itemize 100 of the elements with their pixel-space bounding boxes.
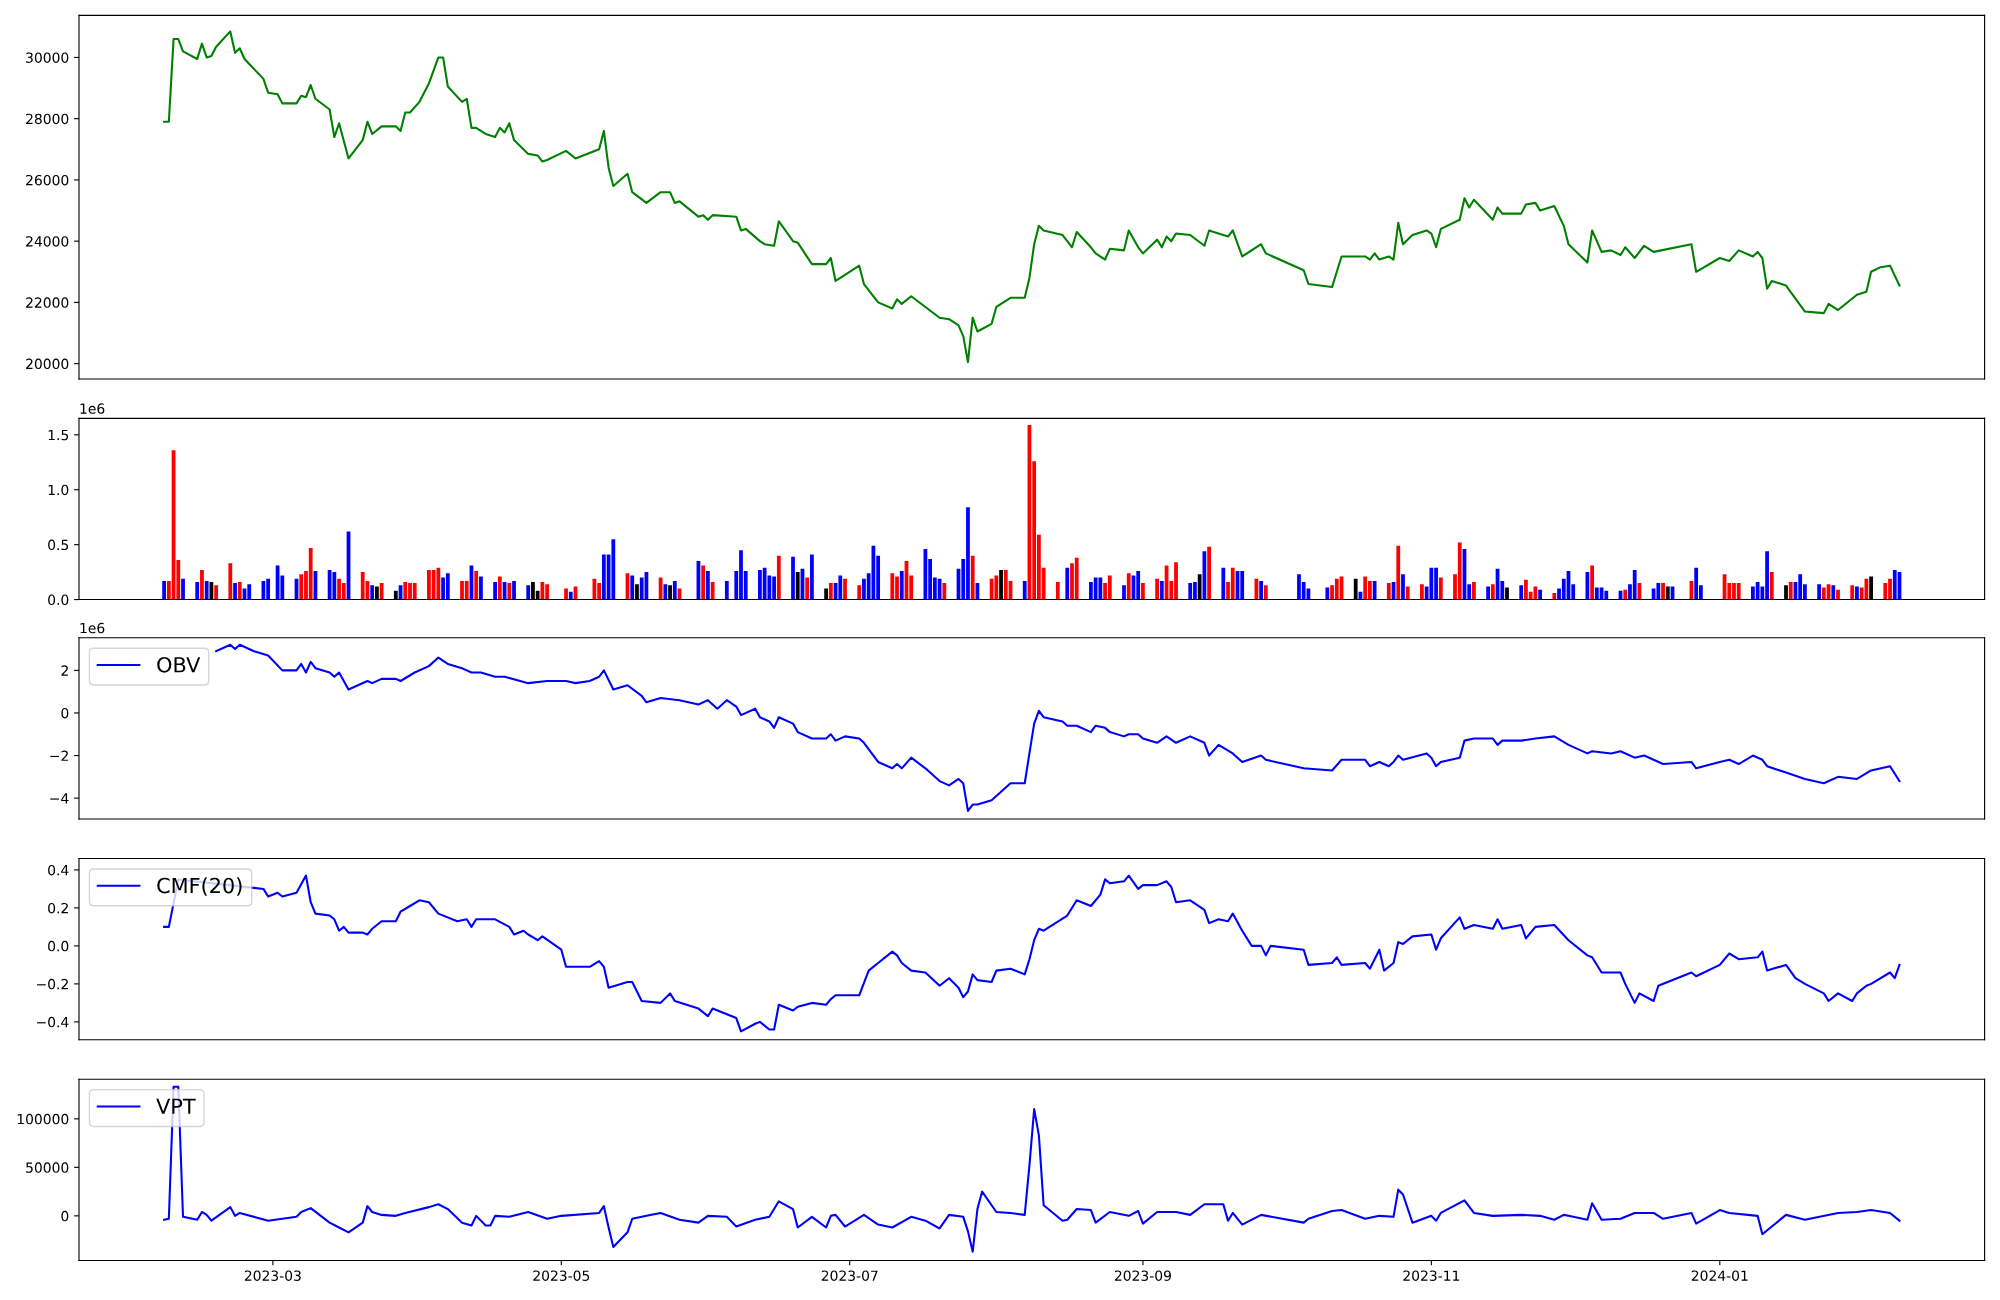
y-tick-label: 1.5: [48, 429, 69, 441]
bar: [1538, 589, 1543, 600]
line-series: [163, 30, 1901, 364]
bar: [1401, 574, 1405, 600]
bar: [828, 583, 833, 600]
bar: [1632, 569, 1637, 600]
bar: [568, 591, 573, 600]
bar: [1098, 577, 1103, 600]
bar: [341, 583, 346, 600]
bar: [1883, 583, 1888, 600]
bar: [564, 588, 568, 600]
text: 1e6: [80, 403, 105, 414]
line-series: [215, 643, 1901, 812]
bar: [464, 580, 469, 600]
bar: [601, 554, 606, 600]
bar: [1438, 577, 1443, 600]
y-tick-label: 100000: [17, 1113, 69, 1125]
bar: [332, 572, 337, 600]
bar: [762, 567, 767, 600]
bar: [611, 539, 616, 600]
bar: [672, 580, 677, 600]
x-tick-label: 2023-09: [1114, 1270, 1171, 1281]
bar: [1325, 587, 1330, 600]
bar: [507, 583, 512, 600]
bar: [379, 583, 384, 600]
x-tick-label: 2023-07: [821, 1270, 878, 1281]
bar: [1817, 584, 1821, 600]
bar: [724, 580, 729, 600]
y-tick-label: 28000: [26, 113, 69, 125]
bar: [706, 571, 710, 600]
y-tick-label: 26000: [26, 174, 69, 186]
bar: [1372, 580, 1377, 600]
y-tick-label: 0: [61, 707, 69, 719]
bar: [479, 576, 483, 600]
bar: [526, 585, 531, 600]
bar: [1892, 569, 1897, 600]
bar: [512, 580, 516, 600]
bar: [181, 578, 185, 600]
bar: [1263, 585, 1268, 600]
bar: [204, 580, 209, 600]
bar: [710, 581, 715, 600]
bar: [1594, 587, 1599, 600]
bar: [266, 578, 271, 600]
y-tick-label: 0.0: [48, 940, 69, 952]
bar: [805, 577, 810, 600]
bar: [890, 573, 895, 600]
bar: [1836, 589, 1840, 600]
bar: [1831, 585, 1836, 600]
bar: [970, 555, 975, 600]
x-tick-label: 2024-01: [1691, 1270, 1748, 1281]
bar: [597, 583, 602, 600]
bar: [899, 571, 904, 600]
bar: [658, 577, 663, 600]
bar: [1055, 581, 1060, 600]
y-tick-label: 20000: [26, 358, 69, 370]
bar: [1141, 583, 1145, 600]
bar: [1486, 586, 1490, 600]
bar: [942, 583, 947, 600]
bar: [200, 569, 204, 600]
bar: [1472, 581, 1476, 600]
bar: [1420, 584, 1424, 600]
bar: [214, 585, 219, 600]
y-tick-label: −4: [50, 793, 69, 804]
bar: [431, 569, 436, 600]
bar: [1230, 567, 1235, 600]
bar: [1490, 584, 1495, 600]
bar: [474, 571, 479, 600]
bar: [1386, 583, 1391, 600]
legend-label: OBV: [157, 656, 201, 673]
bar: [1788, 581, 1793, 600]
bar: [327, 569, 332, 600]
bar: [1107, 575, 1112, 600]
y-tick-label: 24000: [26, 236, 69, 247]
bar: [1457, 542, 1462, 600]
bar: [247, 584, 252, 600]
y-tick-label: 0: [61, 1210, 69, 1222]
bar: [1405, 586, 1410, 600]
bar: [994, 575, 999, 600]
bar: [1093, 577, 1098, 600]
bar: [1074, 557, 1079, 600]
y-tick-label: 0.0: [48, 594, 69, 606]
bar: [233, 583, 237, 600]
bar: [1022, 580, 1027, 600]
y-tick-label: −0.2: [37, 978, 68, 990]
bar: [1259, 580, 1264, 600]
y-tick-label: 22000: [26, 297, 69, 308]
bar: [436, 567, 441, 600]
y-tick-label: 0.4: [48, 864, 69, 876]
bar: [1623, 589, 1628, 600]
x-tick-label: 2023-05: [533, 1270, 590, 1281]
bar: [1122, 585, 1126, 600]
bar: [1136, 571, 1141, 600]
bar: [445, 573, 450, 600]
bar: [1221, 567, 1226, 600]
bar: [1334, 578, 1339, 600]
bar: [701, 565, 706, 600]
bar: [1850, 585, 1855, 600]
bar: [299, 574, 304, 600]
bar: [1694, 567, 1699, 600]
y-tick-label: 50000: [26, 1162, 69, 1173]
